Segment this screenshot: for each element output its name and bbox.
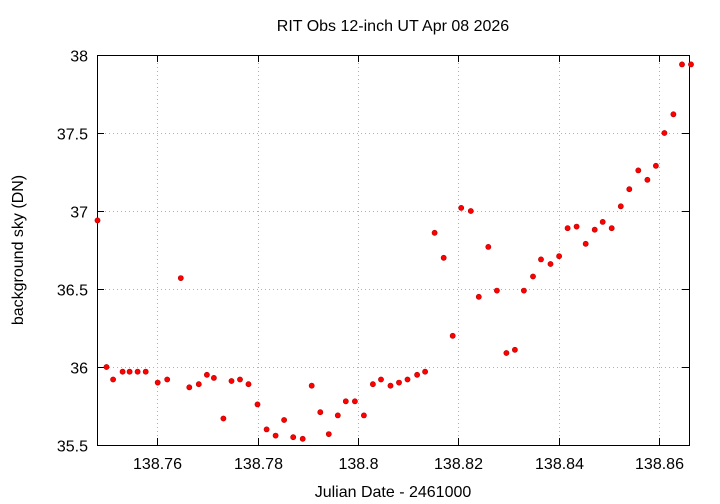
chart-title: RIT Obs 12-inch UT Apr 08 2026 (277, 18, 510, 35)
y-tick-label: 37.5 (57, 127, 88, 144)
data-point (378, 376, 384, 383)
data-point (272, 432, 279, 439)
data-point (582, 240, 589, 247)
data-point (126, 368, 133, 375)
data-point (195, 381, 202, 388)
plot-frame (97, 55, 690, 446)
data-point (299, 435, 306, 442)
data-point (573, 223, 580, 230)
data-point (351, 398, 358, 405)
y-tick-label: 36.5 (57, 283, 88, 300)
data-point (688, 61, 694, 68)
data-point (440, 254, 447, 261)
data-point (626, 186, 633, 193)
data-point (493, 287, 500, 294)
data-point (263, 426, 270, 433)
x-tick-label: 138.8 (338, 456, 378, 473)
y-axis-label: background sky (DN) (10, 175, 27, 325)
data-point (134, 368, 141, 375)
data-point (635, 167, 642, 174)
data-point (203, 371, 210, 378)
data-point (644, 176, 651, 183)
y-tick-label: 35.5 (57, 439, 88, 456)
data-point (281, 417, 287, 423)
data-point (617, 203, 624, 210)
data-point (431, 229, 438, 236)
x-tick-label: 138.82 (434, 456, 483, 473)
data-point (422, 368, 428, 375)
data-point (103, 364, 110, 370)
data-point (334, 412, 341, 419)
data-point (530, 273, 536, 280)
data-point (591, 226, 598, 233)
data-point (119, 368, 126, 375)
data-point (564, 225, 571, 232)
data-point (110, 376, 116, 383)
data-point (290, 434, 297, 441)
data-point (396, 379, 402, 386)
data-point (512, 346, 518, 353)
data-point (538, 256, 544, 263)
tick-layer: 138.76 138.78 138.8 138.82 138.84 138.86 35.5 3… (57, 49, 689, 473)
data-point (308, 382, 315, 389)
data-point (228, 378, 235, 384)
data-point (449, 332, 456, 339)
data-point (556, 253, 562, 260)
data-point (142, 368, 149, 375)
data-point (404, 376, 411, 383)
data-point (254, 401, 261, 408)
data-point (245, 381, 252, 388)
data-point (325, 431, 332, 437)
point-layer (94, 61, 694, 442)
data-point (387, 382, 394, 389)
data-point (679, 61, 685, 68)
data-point (670, 111, 677, 118)
data-point (458, 204, 465, 211)
data-point (210, 374, 217, 381)
data-point (475, 293, 482, 300)
x-axis-label: Julian Date - 2461000 (315, 484, 472, 501)
data-point (521, 287, 527, 294)
x-tick-label: 138.86 (635, 456, 684, 473)
x-tick-label: 138.84 (535, 456, 584, 473)
data-point (317, 409, 324, 416)
data-point (414, 371, 420, 378)
data-point (547, 261, 554, 267)
y-tick-label: 36 (70, 361, 88, 378)
data-point (154, 379, 161, 386)
data-point (94, 217, 101, 224)
x-tick-label: 138.78 (234, 456, 283, 473)
data-point (186, 384, 193, 391)
data-point (360, 412, 367, 419)
data-point (177, 275, 184, 281)
data-point (342, 398, 349, 405)
data-point (237, 376, 243, 383)
data-point (608, 225, 615, 232)
data-point (653, 162, 659, 169)
data-point (661, 130, 668, 136)
data-point (164, 376, 171, 383)
data-point (220, 415, 227, 422)
data-point (599, 218, 606, 225)
data-point (503, 350, 510, 356)
x-tick-label: 138.76 (133, 456, 182, 473)
data-point (485, 243, 492, 250)
data-point (369, 381, 376, 388)
y-tick-label: 38 (70, 49, 88, 66)
data-point (467, 208, 474, 214)
y-tick-label: 37 (70, 205, 88, 222)
